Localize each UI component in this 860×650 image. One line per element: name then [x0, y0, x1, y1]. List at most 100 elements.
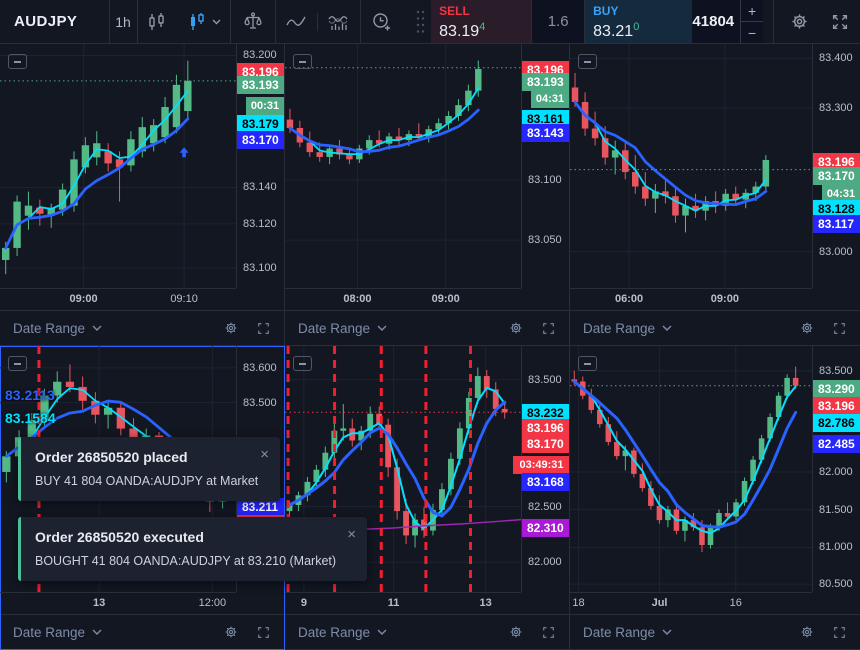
- time-label: 09:00: [69, 293, 98, 305]
- panel-footer: Date Range: [570, 614, 860, 649]
- quantity-decrease-button[interactable]: −: [748, 24, 757, 41]
- toast-title: Order 26850520 executed: [35, 529, 204, 545]
- time-axis[interactable]: 18 Jul 16: [570, 592, 812, 614]
- toolbar-separator: [108, 0, 110, 43]
- price-axis[interactable]: 83.400 83.300 83.000 83.196 83.170 04:31 83.12…: [812, 44, 860, 288]
- chart-area: 83.500 82.500 82.000 83.232 83.196 83.170 03:4…: [285, 346, 569, 614]
- price-badge: 03:49:31: [513, 456, 569, 475]
- price-axis[interactable]: 83.200 83.140 83.120 83.100 83.196 83.193 00:3…: [236, 44, 284, 288]
- panel-settings-button[interactable]: [508, 624, 524, 640]
- panel-fullscreen-button[interactable]: [541, 625, 556, 640]
- price-axis[interactable]: 83.500 82.500 82.000 83.232 83.196 83.170 03:4…: [513, 346, 569, 592]
- legend-collapse-button[interactable]: [578, 356, 597, 371]
- price-badge: 82.485: [813, 435, 860, 454]
- order-placed-toast: Order 26850520 placed × BUY 41 804 OANDA…: [18, 437, 280, 501]
- toolbar-separator: [360, 0, 362, 43]
- indicator-legend: 83.2113 83.1584: [5, 384, 56, 430]
- alert-button[interactable]: [361, 0, 402, 43]
- panel-settings-button[interactable]: [223, 320, 239, 336]
- price-badge: 83.143: [522, 124, 569, 143]
- panel-fullscreen-button[interactable]: [832, 625, 847, 640]
- date-range-dropdown[interactable]: Date Range: [13, 625, 102, 640]
- candles-blue-icon: [186, 11, 208, 33]
- panel-settings-button[interactable]: [799, 624, 815, 640]
- time-axis[interactable]: 13 12:00: [0, 592, 236, 614]
- date-range-dropdown[interactable]: Date Range: [583, 321, 672, 336]
- sell-price-fraction: 4: [479, 20, 486, 33]
- price-axis[interactable]: 83.100 83.050 83.196 83.193 04:31 83.161 83.14…: [521, 44, 569, 288]
- panel-settings-button[interactable]: [799, 320, 815, 336]
- time-axis[interactable]: 08:00 09:00: [285, 288, 521, 310]
- buy-price-fraction: 0: [633, 20, 640, 33]
- toast-body: BUY 41 804 OANDA:AUDJPY at Market: [35, 474, 259, 488]
- time-label: 13: [92, 597, 106, 609]
- time-axis[interactable]: 09:00 09:10: [0, 288, 236, 310]
- chart-style-bars-button[interactable]: [137, 0, 177, 43]
- date-range-label: Date Range: [298, 320, 371, 336]
- panel-fullscreen-button[interactable]: [256, 625, 271, 640]
- compare-button[interactable]: [231, 0, 274, 43]
- chart-plot[interactable]: [285, 346, 521, 592]
- price-tick-label: 83.500: [819, 364, 853, 377]
- legend-collapse-button[interactable]: [578, 54, 597, 69]
- chart-panel-5: 83.500 82.500 82.000 83.232 83.196 83.170 03:4…: [285, 346, 570, 650]
- legend-collapse-button[interactable]: [293, 356, 312, 371]
- close-icon[interactable]: ×: [347, 526, 356, 543]
- panel-fullscreen-button[interactable]: [256, 321, 271, 336]
- price-badge: 83.196: [522, 419, 569, 438]
- close-icon[interactable]: ×: [260, 446, 269, 463]
- legend-collapse-button[interactable]: [8, 54, 27, 69]
- sell-button[interactable]: SELL 83.194: [431, 0, 532, 43]
- price-badge: 83.170: [522, 435, 569, 454]
- panel-footer: Date Range: [0, 614, 284, 649]
- time-label: 11: [387, 597, 400, 609]
- drag-handle[interactable]: [410, 0, 431, 43]
- date-range-dropdown[interactable]: Date Range: [583, 625, 672, 640]
- panel-settings-button[interactable]: [508, 320, 524, 336]
- symbol-button[interactable]: AUDJPY: [14, 13, 78, 30]
- buy-button[interactable]: BUY 83.210: [585, 0, 693, 43]
- legend-collapse-button[interactable]: [8, 356, 27, 371]
- time-label: 09:00: [431, 293, 460, 305]
- quantity-increase-button[interactable]: +: [741, 0, 764, 22]
- panel-footer: Date Range: [570, 310, 860, 345]
- chart-style-selected-button[interactable]: [177, 0, 230, 43]
- chart-plot[interactable]: [570, 346, 812, 592]
- toolbar-separator: [773, 0, 774, 43]
- panel-settings-button[interactable]: [223, 624, 239, 640]
- date-range-dropdown[interactable]: Date Range: [298, 321, 387, 336]
- date-range-dropdown[interactable]: Date Range: [298, 625, 387, 640]
- sell-price: 83.194: [439, 20, 486, 40]
- time-label: 09:10: [170, 293, 198, 305]
- indicators-button[interactable]: [318, 0, 360, 43]
- order-executed-toast: Order 26850520 executed × BOUGHT 41 804 …: [18, 517, 367, 581]
- toast-title: Order 26850520 placed: [35, 449, 188, 465]
- indicator-value: 83.1584: [5, 410, 56, 426]
- settings-button[interactable]: [780, 0, 820, 43]
- panel-footer: Date Range: [0, 310, 284, 345]
- panel-fullscreen-button[interactable]: [832, 321, 847, 336]
- fullscreen-button[interactable]: [820, 0, 860, 43]
- price-tick-label: 83.400: [819, 52, 853, 65]
- toast-body: BOUGHT 41 804 OANDA:AUDJPY at 83.210 (Ma…: [35, 554, 337, 568]
- interval-button[interactable]: 1h: [115, 13, 131, 30]
- chevron-down-icon: [377, 629, 387, 635]
- date-range-dropdown[interactable]: Date Range: [13, 321, 102, 336]
- time-label: 16: [729, 597, 742, 609]
- time-axis[interactable]: 06:00 09:00: [570, 288, 812, 310]
- price-tick-label: 82.500: [528, 500, 562, 513]
- legend-collapse-button[interactable]: [293, 54, 312, 69]
- time-label: 12:00: [198, 597, 227, 609]
- time-label: Jul: [651, 597, 668, 609]
- panel-fullscreen-button[interactable]: [541, 321, 556, 336]
- chart-plot[interactable]: [285, 44, 521, 288]
- quantity-field[interactable]: 41804: [692, 13, 735, 30]
- chart-plot[interactable]: [0, 44, 236, 288]
- price-axis[interactable]: 83.500 82.000 81.500 81.000 80.500 83.290 83.1…: [812, 346, 860, 592]
- price-tick-label: 83.300: [819, 102, 853, 115]
- line-tools-button[interactable]: [275, 0, 317, 43]
- chart-grid: 83.200 83.140 83.120 83.100 83.196 83.193 00:3…: [0, 44, 860, 650]
- time-axis[interactable]: 9 11 13: [285, 592, 521, 614]
- chart-plot[interactable]: [570, 44, 812, 288]
- top-toolbar: AUDJPY 1h: [0, 0, 860, 44]
